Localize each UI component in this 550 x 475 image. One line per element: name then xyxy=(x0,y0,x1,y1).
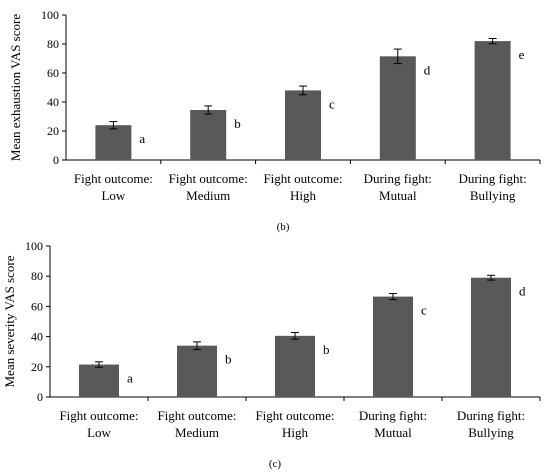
x-category-label: Low xyxy=(87,425,111,440)
y-tick-label: 40 xyxy=(47,95,59,109)
y-tick-label: 100 xyxy=(41,8,59,22)
bar xyxy=(471,277,511,397)
x-category-label: During fight: xyxy=(458,171,526,186)
x-category-label: Mutual xyxy=(374,425,412,440)
x-category-label: Fight outcome: xyxy=(74,171,153,186)
bar xyxy=(79,364,119,397)
x-category-label: During fight: xyxy=(359,408,427,423)
y-tick-label: 100 xyxy=(25,239,43,253)
x-category-label: During fight: xyxy=(457,408,525,423)
x-category-label: Fight outcome: xyxy=(169,171,248,186)
chart-panel-1: 0 20 40 60 80 100 Mean exhaustion VAS score a Fi… xyxy=(8,8,541,233)
bar xyxy=(474,41,511,160)
bar xyxy=(379,56,416,161)
x-category-label: Fight outcome: xyxy=(263,171,342,186)
significance-letter: e xyxy=(519,47,525,62)
significance-letter: d xyxy=(424,62,431,77)
bar xyxy=(190,109,227,160)
x-category-label: Fight outcome: xyxy=(255,408,334,423)
x-category-label: Fight outcome: xyxy=(157,408,236,423)
x-category-label: Mutual xyxy=(379,188,417,203)
bar xyxy=(285,90,321,160)
significance-letter: b xyxy=(225,352,232,367)
x-category-label: High xyxy=(290,188,317,203)
significance-letter: a xyxy=(139,131,145,146)
y-tick-label: 80 xyxy=(31,269,43,283)
bar xyxy=(275,335,315,397)
x-category-label: Bullying xyxy=(470,188,516,203)
panel-label: (c) xyxy=(269,458,282,470)
y-tick-label: 0 xyxy=(37,390,43,404)
bar xyxy=(177,345,217,397)
y-tick-label: 40 xyxy=(31,330,43,344)
x-category-label: During fight: xyxy=(364,171,432,186)
chart-panel-2: 0 20 40 60 80 100 Mean severity VAS score a Figh… xyxy=(2,239,541,470)
bar xyxy=(95,125,132,160)
x-category-label: Bullying xyxy=(468,425,514,440)
x-category-label: Medium xyxy=(186,188,230,203)
x-category-label: Medium xyxy=(175,425,219,440)
x-category-label: Fight outcome: xyxy=(59,408,138,423)
panel-label: (b) xyxy=(277,221,290,233)
significance-letter: d xyxy=(519,284,526,299)
y-tick-label: 80 xyxy=(47,37,59,51)
significance-letter: c xyxy=(329,96,335,111)
y-tick-label: 60 xyxy=(47,66,59,80)
y-tick-label: 20 xyxy=(31,360,43,374)
y-tick-label: 20 xyxy=(47,124,59,138)
x-category-label: High xyxy=(282,425,309,440)
significance-letter: a xyxy=(127,371,133,386)
y-axis-label: Mean severity VAS score xyxy=(2,255,17,387)
y-tick-label: 0 xyxy=(53,153,59,167)
significance-letter: b xyxy=(323,342,330,357)
bar xyxy=(373,296,413,397)
x-category-label: Low xyxy=(101,188,125,203)
y-axis-label: Mean exhaustion VAS score xyxy=(8,14,23,161)
significance-letter: c xyxy=(421,303,427,318)
y-tick-label: 60 xyxy=(31,299,43,313)
significance-letter: b xyxy=(234,116,241,131)
